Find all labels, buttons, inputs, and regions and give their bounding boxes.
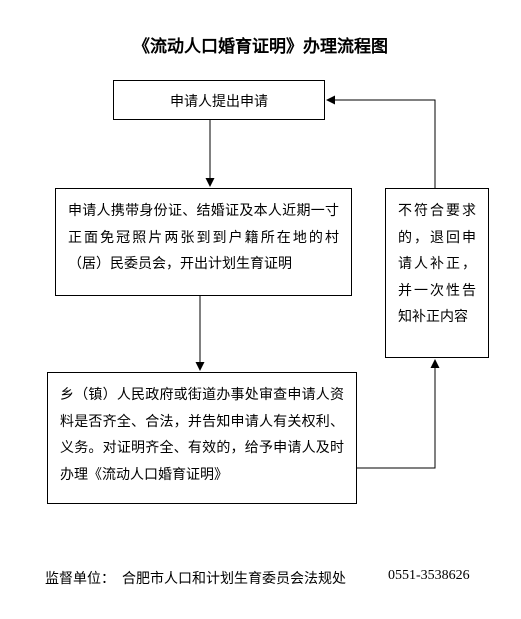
page-title: 《流动人口婚育证明》办理流程图 bbox=[0, 32, 521, 57]
node-reject-text: 不符合要求的，退回申请人补正，并一次性告知补正内容 bbox=[398, 204, 476, 325]
footer-phone: 0551-3538626 bbox=[388, 568, 470, 584]
node-apply-text: 申请人提出申请 bbox=[170, 95, 268, 110]
node-apply: 申请人提出申请 bbox=[113, 80, 325, 120]
node-review: 乡（镇）人民政府或街道办事处审查申请人资料是否齐全、合法，并告知申请人有关权利、… bbox=[47, 372, 357, 504]
footer-org: 合肥市人口和计划生育委员会法规处 bbox=[122, 568, 346, 588]
node-documents: 申请人携带身份证、结婚证及本人近期一寸正面免冠照片两张到到户籍所在地的村（居）民… bbox=[55, 188, 352, 296]
footer-label: 监督单位： bbox=[45, 568, 115, 588]
node-review-text: 乡（镇）人民政府或街道办事处审查申请人资料是否齐全、合法，并告知申请人有关权利、… bbox=[60, 388, 344, 483]
node-reject: 不符合要求的，退回申请人补正，并一次性告知补正内容 bbox=[385, 188, 489, 358]
node-documents-text: 申请人携带身份证、结婚证及本人近期一寸正面免冠照片两张到到户籍所在地的村（居）民… bbox=[68, 204, 339, 272]
